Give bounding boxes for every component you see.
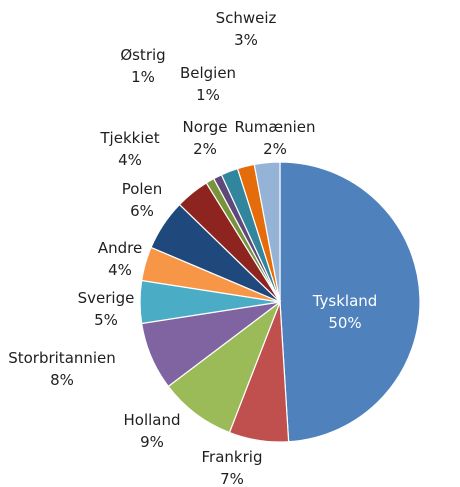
pie-slice-schweiz bbox=[253, 161, 281, 303]
slice-label-name: Polen bbox=[122, 180, 163, 198]
slice-label-value: 6% bbox=[130, 202, 154, 220]
slice-label-name: Østrig bbox=[120, 46, 165, 64]
slice-label-name: Frankrig bbox=[202, 448, 263, 466]
slice-label-value: 50% bbox=[328, 314, 361, 332]
slice-label-value: 4% bbox=[108, 261, 132, 279]
slice-label-name: Belgien bbox=[180, 64, 236, 82]
slice-label-name: Rumænien bbox=[234, 118, 315, 136]
slice-label-value: 9% bbox=[140, 433, 164, 451]
slice-label-name: Tyskland bbox=[312, 292, 378, 310]
pie-labels: Tyskland 50% Frankrig 7% Holland 9% Storbritan… bbox=[8, 9, 377, 487]
pie-slice-tyskland bbox=[279, 161, 421, 443]
slice-label-name: Schweiz bbox=[216, 9, 277, 27]
slice-label-value: 1% bbox=[196, 86, 220, 104]
slice-label-name: Storbritannien bbox=[8, 349, 116, 367]
slice-label-value: 5% bbox=[94, 311, 118, 329]
slice-label-name: Sverige bbox=[78, 289, 135, 307]
slice-label-value: 4% bbox=[118, 151, 142, 169]
slice-label-value: 1% bbox=[131, 68, 155, 86]
slice-label-name: Holland bbox=[123, 411, 180, 429]
slice-label-name: Andre bbox=[98, 239, 142, 257]
slice-label-value: 7% bbox=[220, 470, 244, 487]
slice-label-value: 3% bbox=[234, 31, 258, 49]
slice-label-value: 2% bbox=[193, 140, 217, 158]
slice-label-value: 2% bbox=[263, 140, 287, 158]
pie-slices bbox=[139, 161, 421, 443]
slice-label-name: Norge bbox=[182, 118, 227, 136]
slice-label-name: Tjekkiet bbox=[99, 129, 159, 147]
slice-label-value: 8% bbox=[50, 371, 74, 389]
